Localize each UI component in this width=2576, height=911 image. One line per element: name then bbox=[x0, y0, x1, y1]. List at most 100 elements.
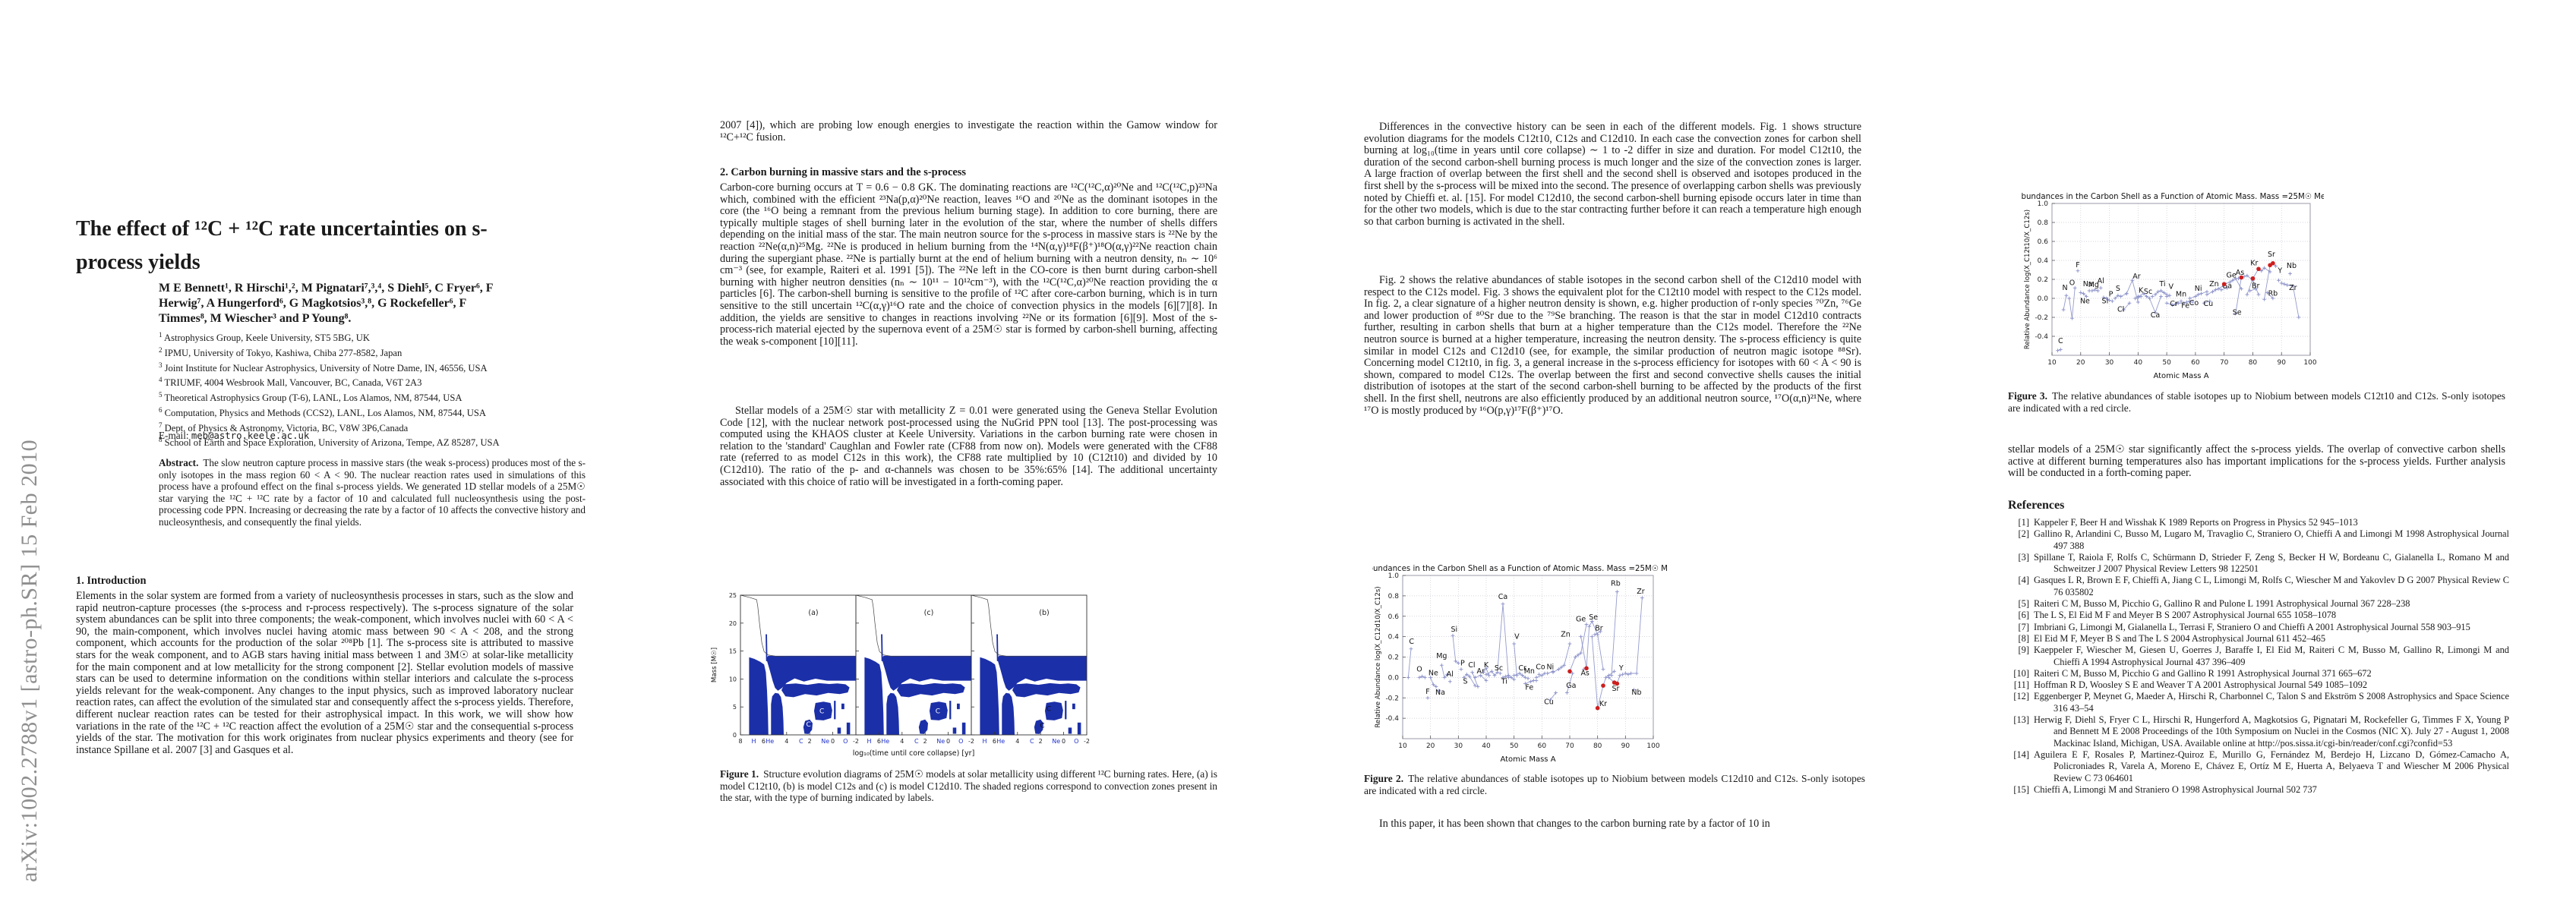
svg-text:100: 100 bbox=[1646, 742, 1659, 750]
carbon-burning-paragraph: Carbon-core burning occurs at T = 0.6 − … bbox=[720, 181, 1217, 348]
page-3: Differences in the convective history ca… bbox=[1288, 0, 1932, 911]
svg-text:Ti: Ti bbox=[2158, 280, 2165, 288]
svg-text:Kr: Kr bbox=[2250, 259, 2258, 267]
svg-text:0.4: 0.4 bbox=[2038, 257, 2049, 265]
svg-text:S: S bbox=[2116, 285, 2120, 293]
svg-text:Kr: Kr bbox=[1599, 700, 1607, 708]
svg-text:C: C bbox=[799, 738, 803, 745]
svg-text:Y: Y bbox=[2277, 266, 2282, 275]
svg-text:Y: Y bbox=[1618, 664, 1624, 673]
svg-text:P: P bbox=[1460, 659, 1465, 667]
svg-text:Mass [M☉]: Mass [M☉] bbox=[711, 648, 718, 682]
paper-title: The effect of ¹²C + ¹²C rate uncertainti… bbox=[76, 217, 488, 274]
svg-text:Fe: Fe bbox=[1525, 684, 1533, 692]
continuation-paragraph: 2007 [4]), which are probing low enough … bbox=[720, 119, 1217, 143]
svg-text:80: 80 bbox=[1593, 742, 1602, 750]
affiliation-item: 5 Theoretical Astrophysics Group (T-6), … bbox=[159, 391, 462, 404]
svg-text:Relative Abundance log(X_C12d: Relative Abundance log(X_C12d10/X_C12s) bbox=[1375, 586, 1382, 727]
svg-text:Relative Abundance log(X_C12t: Relative Abundance log(X_C12t10/X_C12s) bbox=[2024, 210, 2031, 349]
svg-text:Sr: Sr bbox=[2268, 251, 2275, 259]
affiliation-list: 1 Astrophysics Group, Keele University, … bbox=[159, 329, 573, 449]
email-address[interactable]: meb@astro.keele.ac.uk bbox=[191, 430, 310, 441]
svg-text:90: 90 bbox=[1621, 742, 1631, 750]
svg-text:O: O bbox=[958, 738, 963, 745]
figure-3-chart: Relative Abundances in the Carbon Shell … bbox=[2022, 193, 2324, 380]
svg-text:O: O bbox=[843, 738, 848, 745]
svg-text:-0.2: -0.2 bbox=[2035, 314, 2048, 322]
svg-text:-2: -2 bbox=[853, 738, 859, 745]
svg-text:30: 30 bbox=[2105, 359, 2114, 367]
svg-text:Relative Abundances in the Car: Relative Abundances in the Carbon Shell … bbox=[1372, 565, 1667, 573]
svg-text:15: 15 bbox=[729, 648, 737, 655]
reference-item: [10] Raiteri C M, Busso M, Picchio G and … bbox=[2013, 667, 2372, 679]
svg-text:He: He bbox=[996, 738, 1005, 745]
svg-text:0.6: 0.6 bbox=[2038, 238, 2049, 246]
svg-text:Mg: Mg bbox=[2088, 281, 2099, 289]
svg-text:Ni: Ni bbox=[2195, 285, 2202, 293]
page-1: arXiv:1002.2788v1 [astro-ph.SR] 15 Feb 2… bbox=[0, 0, 644, 911]
svg-text:(c): (c) bbox=[924, 609, 934, 617]
affiliation-item: 6 Computation, Physics and Methods (CCS2… bbox=[159, 405, 486, 419]
svg-text:Si: Si bbox=[1451, 626, 1457, 634]
svg-text:Br: Br bbox=[2252, 282, 2260, 290]
svg-text:0.6: 0.6 bbox=[1388, 613, 1400, 621]
svg-text:Rb: Rb bbox=[1611, 579, 1621, 588]
svg-text:Ne: Ne bbox=[821, 738, 829, 745]
reference-item: [9] Kaeppeler F, Wiescher M, Giesen U, Go… bbox=[2018, 645, 2509, 667]
arxiv-watermark: arXiv:1002.2788v1 [astro-ph.SR] 15 Feb 2… bbox=[17, 439, 42, 882]
svg-text:C: C bbox=[2058, 337, 2063, 345]
figure-1-chart: 8 6 4 2 0 -2H He C Ne O(a)CC6 4 2 0 -2H He C Ne O(c)C6 4 2 0… bbox=[711, 592, 1090, 758]
svg-text:P: P bbox=[2109, 291, 2114, 299]
svg-text:30: 30 bbox=[1454, 742, 1463, 750]
svg-text:90: 90 bbox=[2277, 359, 2286, 367]
svg-text:Br: Br bbox=[1595, 625, 1603, 633]
svg-text:O: O bbox=[1074, 738, 1078, 745]
section-heading-introduction: 1. Introduction bbox=[76, 575, 147, 587]
svg-text:Zr: Zr bbox=[1637, 588, 1645, 596]
svg-text:0: 0 bbox=[733, 732, 737, 739]
svg-text:Nb: Nb bbox=[1631, 689, 1641, 697]
svg-text:4: 4 bbox=[1015, 738, 1019, 745]
email-label: E-mail: bbox=[159, 430, 189, 441]
svg-text:20: 20 bbox=[729, 620, 737, 627]
svg-text:10: 10 bbox=[729, 676, 737, 682]
svg-text:Mg: Mg bbox=[1436, 652, 1447, 660]
svg-text:Cr: Cr bbox=[2170, 300, 2178, 308]
svg-text:C: C bbox=[819, 708, 824, 715]
svg-text:K: K bbox=[2139, 287, 2144, 295]
svg-text:Ca: Ca bbox=[1498, 593, 1507, 601]
svg-text:80: 80 bbox=[2249, 359, 2258, 367]
figure-3-caption: Figure 3. The relative abundances of stab… bbox=[2008, 390, 2506, 414]
svg-text:Ge: Ge bbox=[2227, 272, 2237, 280]
svg-text:0.0: 0.0 bbox=[2038, 295, 2049, 303]
svg-text:Si: Si bbox=[2102, 297, 2109, 305]
reference-item: [6] The L S, El Eid M F and Meyer B S 200… bbox=[2018, 610, 2337, 621]
svg-text:-0.2: -0.2 bbox=[1385, 695, 1399, 702]
affiliation-item: 1 Astrophysics Group, Keele University, … bbox=[159, 331, 370, 344]
reference-item: [4] Gasques L R, Brown E F, Chieffi A, Ji… bbox=[2018, 575, 2509, 597]
svg-text:4: 4 bbox=[784, 738, 788, 745]
svg-text:6: 6 bbox=[877, 738, 881, 745]
svg-text:Ge: Ge bbox=[1576, 615, 1586, 623]
svg-text:Sc: Sc bbox=[2144, 288, 2152, 296]
reference-item: [13] Herwig F, Diehl S, Fryer C L, Hirsch… bbox=[2013, 714, 2509, 749]
svg-text:S: S bbox=[1463, 677, 1467, 686]
svg-text:0.8: 0.8 bbox=[1388, 593, 1400, 601]
svg-text:Sr: Sr bbox=[1612, 685, 1620, 693]
svg-text:Ar: Ar bbox=[1476, 667, 1484, 676]
svg-text:10: 10 bbox=[2047, 359, 2057, 367]
affiliation-item: 3 Joint Institute for Nuclear Astrophysi… bbox=[159, 361, 488, 374]
svg-text:0.8: 0.8 bbox=[2038, 219, 2049, 227]
svg-text:Ne: Ne bbox=[2080, 297, 2090, 305]
svg-text:C: C bbox=[936, 708, 940, 715]
svg-text:Zn: Zn bbox=[1561, 631, 1571, 639]
svg-text:As: As bbox=[2236, 269, 2244, 277]
svg-text:Ca: Ca bbox=[2151, 311, 2160, 320]
svg-text:0: 0 bbox=[946, 738, 950, 745]
reference-item: [2] Gallino R, Arlandini C, Busso M, Luga… bbox=[2018, 528, 2509, 551]
svg-text:O: O bbox=[1416, 665, 1422, 673]
svg-text:Zn: Zn bbox=[2209, 280, 2219, 288]
svg-text:Zr: Zr bbox=[2289, 284, 2297, 292]
svg-text:6: 6 bbox=[993, 738, 996, 745]
section-heading-carbon-burning: 2. Carbon burning in massive stars and t… bbox=[720, 166, 966, 178]
